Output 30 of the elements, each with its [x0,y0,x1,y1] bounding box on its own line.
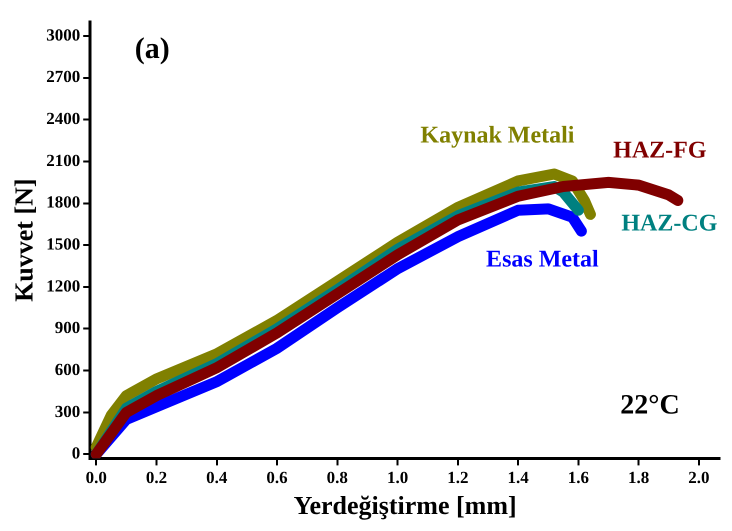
series-label: HAZ-CG [621,210,718,236]
x-tick-label: 1.8 [628,468,650,487]
annotation: 22°C [620,390,680,421]
y-tick-label: 3000 [46,25,80,44]
y-axis-title: Kuvvet [N] [9,178,38,302]
x-tick-label: 1.4 [507,468,530,487]
y-tick-label: 0 [72,444,80,463]
y-tick-label: 300 [54,402,80,421]
x-tick-label: 2.0 [688,468,710,487]
x-tick-label: 1.2 [447,468,468,487]
y-tick-label: 2400 [46,108,80,128]
annotation: (a) [134,32,170,65]
y-tick-label: 1500 [46,234,80,254]
x-tick-label: 0.4 [206,468,228,487]
series-label: Kaynak Metali [420,122,575,149]
y-tick-label: 1800 [46,192,80,212]
y-tick-label: 2700 [46,67,80,86]
x-tick-label: 1.0 [386,468,408,487]
x-tick-label: 0.6 [266,468,288,487]
y-tick-label: 1200 [46,276,80,296]
y-tick-label: 600 [54,360,80,379]
series-label: HAZ-FG [613,138,707,164]
x-tick-label: 0.0 [86,468,107,487]
y-tick-label: 2100 [46,150,80,170]
x-axis-title: Yerdeğiştirme [mm] [294,491,517,520]
x-tick-label: 1.6 [568,468,589,487]
series-label: Esas Metal [486,246,600,272]
y-tick-label: 900 [54,318,80,338]
x-tick-label: 0.8 [326,468,348,487]
x-tick-label: 0.2 [146,468,168,487]
